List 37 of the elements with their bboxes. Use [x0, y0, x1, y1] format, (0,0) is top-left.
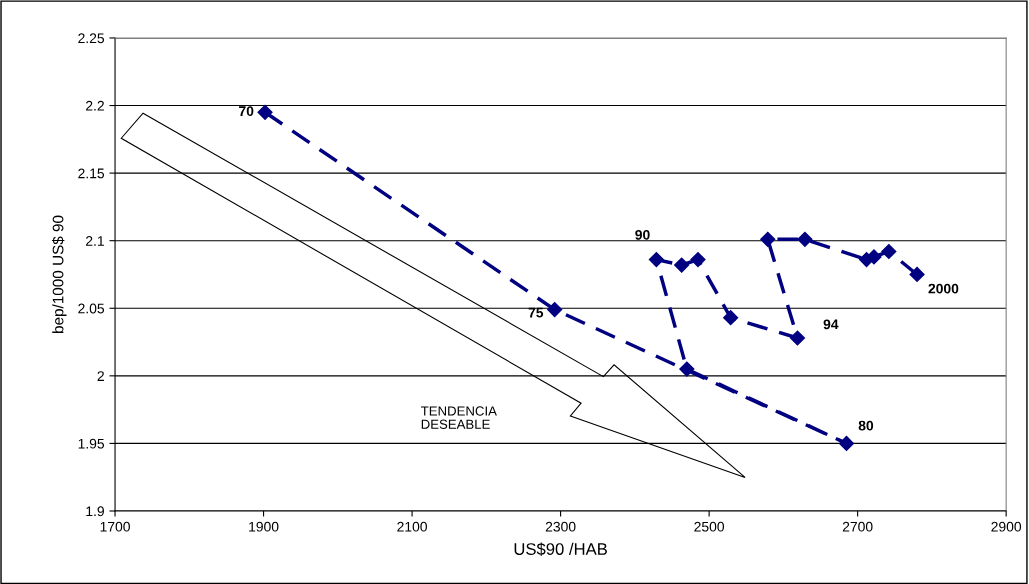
- x-tick-label: 1900: [249, 521, 279, 532]
- annotation: 80: [858, 420, 874, 431]
- point: [797, 231, 813, 247]
- x-tick-label: 1700: [100, 521, 130, 532]
- annotation: 90: [635, 229, 650, 240]
- x-tick-label: 2700: [842, 521, 873, 532]
- x-axis-title: US$90 /HAB: [514, 542, 607, 556]
- annotation: 2000: [928, 283, 959, 294]
- point: [789, 330, 806, 346]
- y-tick-label: 1.9: [86, 506, 104, 517]
- point: [547, 302, 563, 318]
- x-tick-label: 2300: [545, 521, 576, 532]
- y-tick-label: 1.95: [78, 438, 105, 449]
- point: [257, 104, 273, 120]
- y-tick-label: 2.25: [78, 33, 105, 44]
- point: [881, 243, 897, 260]
- point: [723, 310, 739, 326]
- y-axis-title: bep/1000 US$ 90: [52, 215, 67, 333]
- point: [648, 252, 664, 268]
- y-tick-label: 2: [97, 371, 104, 381]
- annotation: 70: [239, 106, 254, 117]
- y-tick-label: 2.2: [86, 100, 104, 111]
- annotation: 75: [528, 307, 544, 318]
- x-tick-label: 2900: [991, 521, 1022, 532]
- point: [838, 435, 855, 451]
- point: [690, 252, 706, 268]
- annotation: 94: [823, 319, 839, 330]
- point: [679, 361, 695, 377]
- x-tick-label: 2500: [694, 521, 725, 532]
- y-tick-label: 2.1: [86, 236, 104, 246]
- point: [674, 257, 690, 273]
- x-tick-label: 2100: [397, 521, 427, 532]
- y-tick-label: 2.05: [78, 303, 105, 314]
- point: [760, 231, 776, 247]
- point: [909, 266, 925, 283]
- annotation: TENDENCIA DESEABLE: [420, 406, 497, 429]
- y-tick-label: 2.15: [78, 168, 105, 179]
